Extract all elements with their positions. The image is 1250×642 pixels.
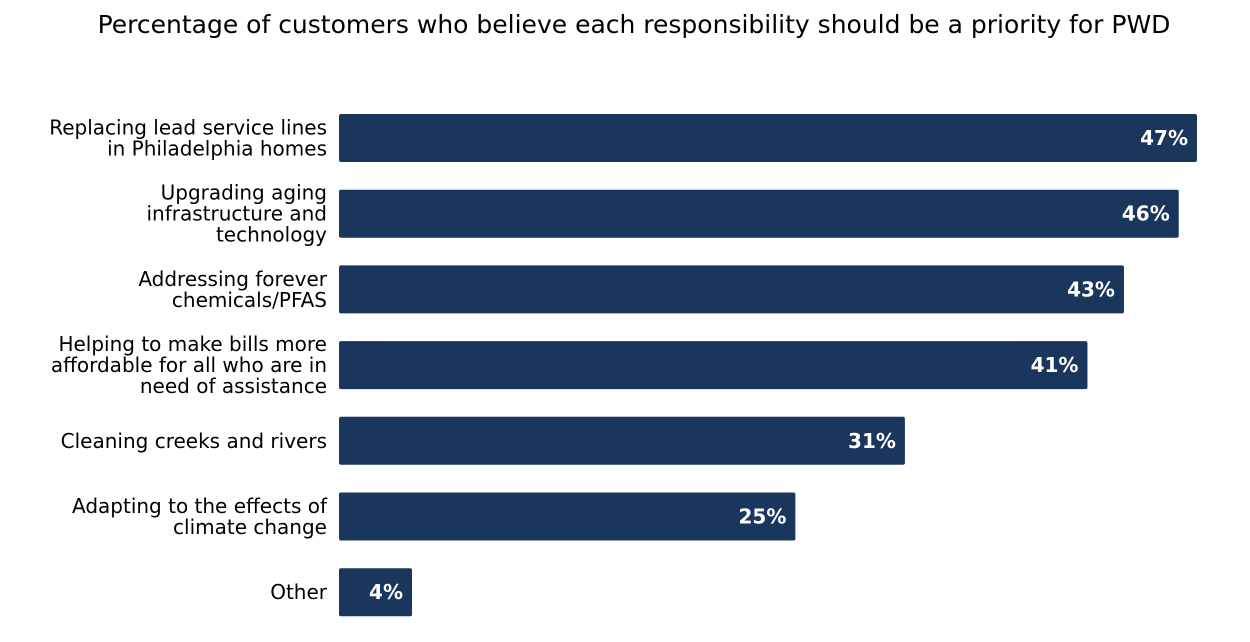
bar-value-label: 47% <box>1140 126 1188 150</box>
bar <box>339 341 1088 390</box>
category-label-line: Upgrading aging <box>161 181 327 205</box>
category-label-line: climate change <box>173 515 327 539</box>
category-label: Replacing lead service lines in Philadelp… <box>49 116 327 161</box>
category-label-line: Replacing lead service lines <box>49 116 327 140</box>
bar-value-label: 4% <box>369 580 403 604</box>
category-label: Other <box>270 580 328 604</box>
bar-value-label: 46% <box>1122 202 1170 226</box>
category-label-line: Other <box>270 580 328 604</box>
bar-value-label: 43% <box>1067 277 1115 301</box>
category-label-line: Adapting to the effects of <box>72 494 328 518</box>
bar <box>339 114 1197 162</box>
category-label-line: affordable for all who are in <box>51 353 327 377</box>
bar <box>339 492 796 541</box>
category-label-line: need of assistance <box>140 374 327 398</box>
bar <box>339 568 413 617</box>
bar <box>339 416 905 465</box>
category-label-line: infrastructure and <box>147 202 328 226</box>
category-label-line: Helping to make bills more <box>58 332 327 356</box>
bar <box>339 189 1179 238</box>
category-label: Addressing forever chemicals/PFAS <box>138 267 327 312</box>
category-label-line: chemicals/PFAS <box>172 288 327 312</box>
bar <box>339 265 1124 314</box>
category-label: Helping to make bills more affordable for… <box>51 332 327 398</box>
category-label-line: Cleaning creeks and rivers <box>61 429 327 453</box>
bar-value-label: 25% <box>739 505 787 529</box>
category-label: Cleaning creeks and rivers <box>61 429 327 453</box>
category-label-line: technology <box>216 223 327 247</box>
bar-value-label: 41% <box>1031 353 1079 377</box>
category-labels-layer: Replacing lead service lines in Philadelp… <box>49 116 328 605</box>
chart-title: Percentage of customers who believe each… <box>97 10 1171 39</box>
category-label: Upgrading aging infrastructure and technol… <box>147 181 328 247</box>
category-label-line: in Philadelphia homes <box>107 137 327 161</box>
bars-layer: 47% 46% 43% 41% 31% 25% 4% <box>339 114 1197 617</box>
bar-value-label: 31% <box>848 429 896 453</box>
category-label-line: Addressing forever <box>138 267 327 291</box>
category-label: Adapting to the effects of climate change <box>72 494 328 539</box>
